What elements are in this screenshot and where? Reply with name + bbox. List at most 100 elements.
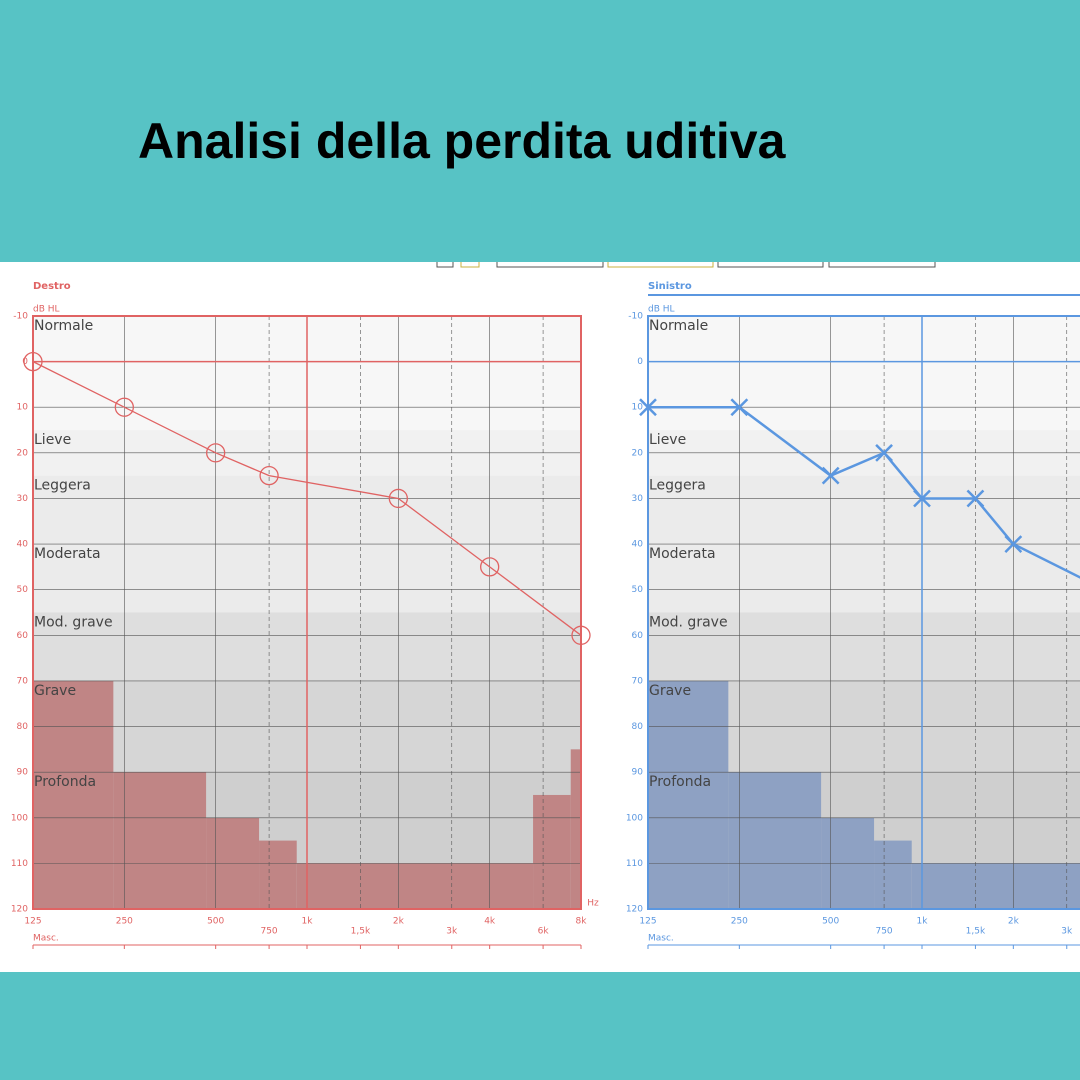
chart-title: Destro	[33, 281, 71, 292]
y-tick-label: -10	[13, 312, 28, 322]
y-tick-label: 30	[17, 494, 29, 504]
threshold-marker	[730, 398, 749, 417]
page-title: Analisi della perdita uditiva	[138, 113, 786, 169]
shaded-step	[874, 840, 912, 909]
band	[0, 224, 1080, 262]
x-tick-label: 250	[116, 917, 133, 927]
x-tick-label: 250	[731, 917, 748, 927]
zone-label: Profonda	[649, 774, 711, 790]
y-tick-label: 100	[626, 813, 643, 823]
x-tick-label: 1k	[917, 917, 929, 927]
y-tick-label: 20	[17, 448, 29, 458]
zone-band	[648, 612, 1080, 681]
zone-label: Moderata	[34, 546, 101, 562]
y-tick-label: 60	[632, 631, 644, 641]
x-tick-label: 750	[260, 927, 277, 937]
zone-label: Normale	[649, 318, 708, 334]
x-note: Masc.	[648, 934, 674, 944]
threshold-marker	[821, 466, 840, 485]
y-tick-label: 70	[17, 676, 29, 686]
x-tick-label: 125	[639, 917, 656, 927]
shaded-step	[648, 680, 729, 909]
zone-label: Leggera	[649, 478, 706, 494]
zone-label: Leggera	[34, 478, 91, 494]
zone-band	[648, 475, 1080, 545]
x-tick-label: 1k	[302, 917, 314, 927]
threshold-marker	[259, 466, 279, 486]
zone-label: Normale	[34, 318, 93, 334]
threshold-marker	[388, 488, 408, 509]
shaded-step	[570, 749, 581, 909]
y-tick-label: 110	[626, 859, 643, 869]
y-tick-label: 90	[17, 768, 29, 778]
y-tick-label: -10	[628, 312, 643, 322]
shaded-step	[911, 863, 1080, 909]
threshold-marker	[480, 557, 500, 577]
zone-label: Grave	[649, 683, 691, 699]
plot-frame	[32, 315, 582, 910]
shaded-step	[296, 863, 534, 909]
plot-frame	[647, 315, 1080, 910]
zone-label: Grave	[34, 683, 76, 699]
x-unit: Hz	[587, 899, 599, 909]
y-tick-label: 100	[11, 813, 28, 823]
shaded-step	[33, 680, 114, 909]
x-tick-label: 500	[207, 917, 224, 927]
zone-label: Mod. grave	[649, 615, 728, 631]
threshold-marker	[571, 625, 591, 645]
y-axis-label: dB HL	[648, 305, 675, 315]
x-tick-label: 3k	[446, 927, 458, 937]
y-tick-label: 10	[632, 403, 644, 413]
x-tick-label: 125	[24, 917, 41, 927]
zone-label: Profonda	[34, 774, 96, 790]
y-tick-label: 50	[17, 585, 29, 595]
x-tick-label: 750	[875, 927, 892, 937]
x-tick-label: 1,5k	[351, 927, 371, 937]
y-tick-label: 80	[17, 722, 29, 732]
x-tick-label: 3k	[1061, 927, 1073, 937]
zone-label: Lieve	[34, 432, 71, 448]
shaded-step	[533, 794, 571, 909]
x-note: Masc.	[33, 934, 59, 944]
x-tick-label: 1,5k	[966, 927, 986, 937]
threshold-marker	[966, 489, 985, 508]
y-tick-label: 30	[632, 494, 644, 504]
y-tick-label: 120	[11, 905, 28, 915]
zone-label: Moderata	[649, 546, 716, 562]
y-tick-label: 40	[17, 540, 29, 550]
y-tick-label: 10	[17, 403, 29, 413]
threshold-marker	[913, 489, 931, 508]
chart-title: Sinistro	[648, 281, 692, 292]
y-tick-label: 0	[637, 357, 643, 367]
x-tick-label: 4k	[484, 917, 496, 927]
zone-band	[648, 544, 1080, 613]
threshold-line	[32, 361, 582, 636]
y-tick-label: 110	[11, 859, 28, 869]
x-tick-label: 2k	[393, 917, 405, 927]
y-tick-label: 120	[626, 905, 643, 915]
zone-label: Lieve	[649, 432, 686, 448]
threshold-marker	[1004, 535, 1023, 553]
y-tick-label: 50	[632, 585, 644, 595]
threshold-marker	[639, 398, 657, 417]
shaded-step	[728, 772, 822, 909]
threshold-marker	[875, 443, 893, 462]
y-tick-label: 0	[22, 357, 28, 367]
x-tick-label: 2k	[1008, 917, 1020, 927]
zone-label: Mod. grave	[34, 615, 113, 631]
y-tick-label: 70	[632, 676, 644, 686]
x-tick-label: 500	[822, 917, 839, 927]
audiogram: Destro dB HL Normale Lieve Leggera Moderata Mo…	[11, 281, 599, 949]
threshold-marker	[23, 351, 43, 372]
threshold-marker	[114, 397, 134, 417]
y-tick-label: 20	[632, 448, 644, 458]
y-tick-label: 80	[632, 722, 644, 732]
y-axis-label: dB HL	[33, 305, 60, 315]
audiogram: Sinistro dB HL Normale Lieve Leggera Moderata…	[626, 281, 1080, 949]
shaded-step	[259, 840, 297, 909]
zone-band	[648, 316, 1080, 431]
y-tick-label: 90	[632, 768, 644, 778]
threshold-marker	[206, 443, 226, 463]
shaded-step	[113, 772, 207, 909]
